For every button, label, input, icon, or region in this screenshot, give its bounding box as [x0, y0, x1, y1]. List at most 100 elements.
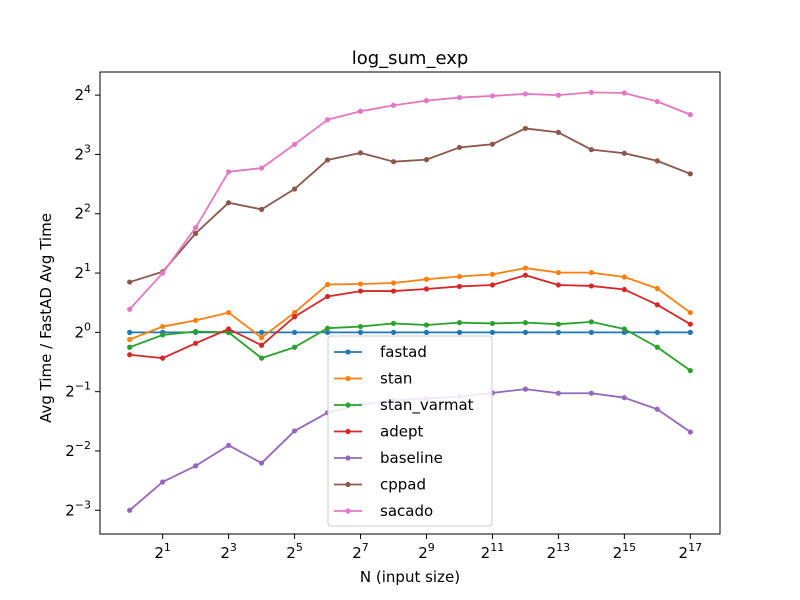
data-point-baseline: [258, 460, 265, 466]
x-tick-label: 217: [679, 541, 703, 562]
y-tick-label: 24: [74, 83, 91, 104]
data-point-sacado: [324, 117, 331, 123]
y-tick-label: 20: [74, 320, 91, 341]
data-point-sacado: [127, 306, 133, 312]
data-point-fastad: [423, 329, 430, 335]
data-point-adept: [423, 286, 430, 292]
legend-label: sacado: [380, 502, 433, 520]
x-tick-base: 2: [220, 544, 230, 562]
data-point-sacado: [390, 102, 397, 108]
data-point-stan-varmat: [588, 319, 594, 325]
data-point-stan: [357, 281, 364, 287]
data-point-cppad: [687, 171, 693, 177]
y-tick-label: 22: [74, 202, 91, 223]
data-point-baseline: [127, 507, 133, 513]
data-point-adept: [555, 282, 562, 288]
data-point-sacado: [258, 165, 265, 171]
axes-frame: [99, 71, 721, 535]
x-tick-base: 2: [679, 544, 689, 562]
data-point-stan: [193, 317, 199, 323]
legend-swatch-marker: [345, 455, 351, 461]
data-point-stan-varmat: [193, 328, 199, 335]
data-point-adept: [226, 326, 232, 332]
legend-label: adept: [380, 423, 423, 441]
x-tick-exponent: 15: [622, 541, 636, 554]
data-point-adept: [258, 342, 265, 348]
legend-item-cppad: cppad: [334, 476, 426, 494]
data-point-baseline: [160, 479, 166, 485]
data-point-stan: [555, 270, 562, 276]
data-point-cppad: [423, 157, 430, 163]
data-point-fastad: [456, 329, 463, 335]
y-tick-label: 2−2: [65, 439, 91, 460]
data-point-stan-varmat: [423, 322, 430, 328]
data-point-fastad: [127, 329, 133, 335]
data-point-fastad: [390, 329, 397, 335]
data-point-stan: [588, 270, 594, 276]
data-point-sacado: [522, 91, 529, 97]
data-point-stan-varmat: [456, 320, 463, 326]
data-point-cppad: [226, 200, 232, 206]
data-point-baseline: [226, 442, 232, 448]
x-tick-label: 215: [613, 541, 637, 562]
data-point-stan-varmat: [357, 323, 364, 330]
data-point-baseline: [654, 406, 660, 412]
legend-label: stan_varmat: [380, 396, 474, 415]
data-point-baseline: [522, 386, 529, 392]
data-point-stan-varmat: [621, 326, 627, 332]
x-tick-base: 2: [547, 544, 557, 562]
data-point-fastad: [522, 329, 529, 335]
y-tick-base: 2: [74, 205, 84, 223]
y-tick-base: 2: [74, 323, 84, 341]
legend-swatch-marker: [345, 508, 351, 514]
data-point-stan-varmat: [687, 367, 693, 374]
data-point-baseline: [621, 395, 627, 401]
legend-item-stan-varmat: stan_varmat: [334, 396, 474, 415]
x-tick-exponent: 5: [296, 541, 303, 554]
y-tick-exponent: 1: [84, 261, 91, 274]
data-point-cppad: [258, 206, 265, 212]
data-point-fastad: [555, 329, 562, 335]
data-point-sacado: [357, 108, 364, 114]
x-axis-ticks: 21 23 25 27 29 211 213 215 217: [154, 534, 702, 562]
x-tick-exponent: 17: [688, 541, 702, 554]
data-point-cppad: [291, 186, 298, 192]
data-point-fastad: [588, 329, 594, 335]
x-tick-label: 27: [352, 541, 369, 562]
y-tick-exponent: 4: [84, 83, 91, 96]
data-point-sacado: [687, 112, 693, 118]
series-line-adept: [129, 274, 691, 360]
data-point-stan: [127, 336, 133, 343]
data-point-cppad: [193, 230, 199, 236]
data-point-cppad: [654, 158, 660, 164]
data-point-stan: [621, 274, 627, 280]
data-point-cppad: [555, 129, 562, 136]
y-tick-exponent: 3: [84, 142, 91, 155]
data-point-adept: [588, 283, 594, 289]
data-point-fastad: [687, 329, 693, 335]
legend-box: [327, 335, 493, 527]
x-axis-title: N (input size): [360, 568, 460, 586]
data-point-stan: [522, 265, 529, 271]
data-point-fastad: [489, 329, 496, 335]
legend-swatch-marker: [345, 481, 351, 488]
data-point-sacado: [160, 270, 166, 276]
data-point-adept: [160, 355, 166, 361]
data-point-sacado: [588, 89, 594, 95]
data-point-fastad: [258, 329, 265, 335]
data-point-cppad: [324, 157, 331, 163]
data-point-sacado: [456, 94, 463, 101]
y-tick-exponent: −2: [75, 439, 91, 452]
data-point-cppad: [489, 141, 496, 147]
data-point-baseline: [193, 463, 199, 469]
data-point-stan: [291, 309, 298, 316]
y-tick-base: 2: [65, 442, 75, 460]
data-point-adept: [291, 314, 298, 320]
series-line-cppad: [129, 127, 691, 283]
data-point-fastad: [324, 329, 331, 335]
data-point-sacado: [226, 169, 232, 175]
data-point-fastad: [357, 329, 364, 335]
x-tick-base: 2: [481, 544, 491, 562]
legend-item-baseline: baseline: [334, 449, 443, 467]
